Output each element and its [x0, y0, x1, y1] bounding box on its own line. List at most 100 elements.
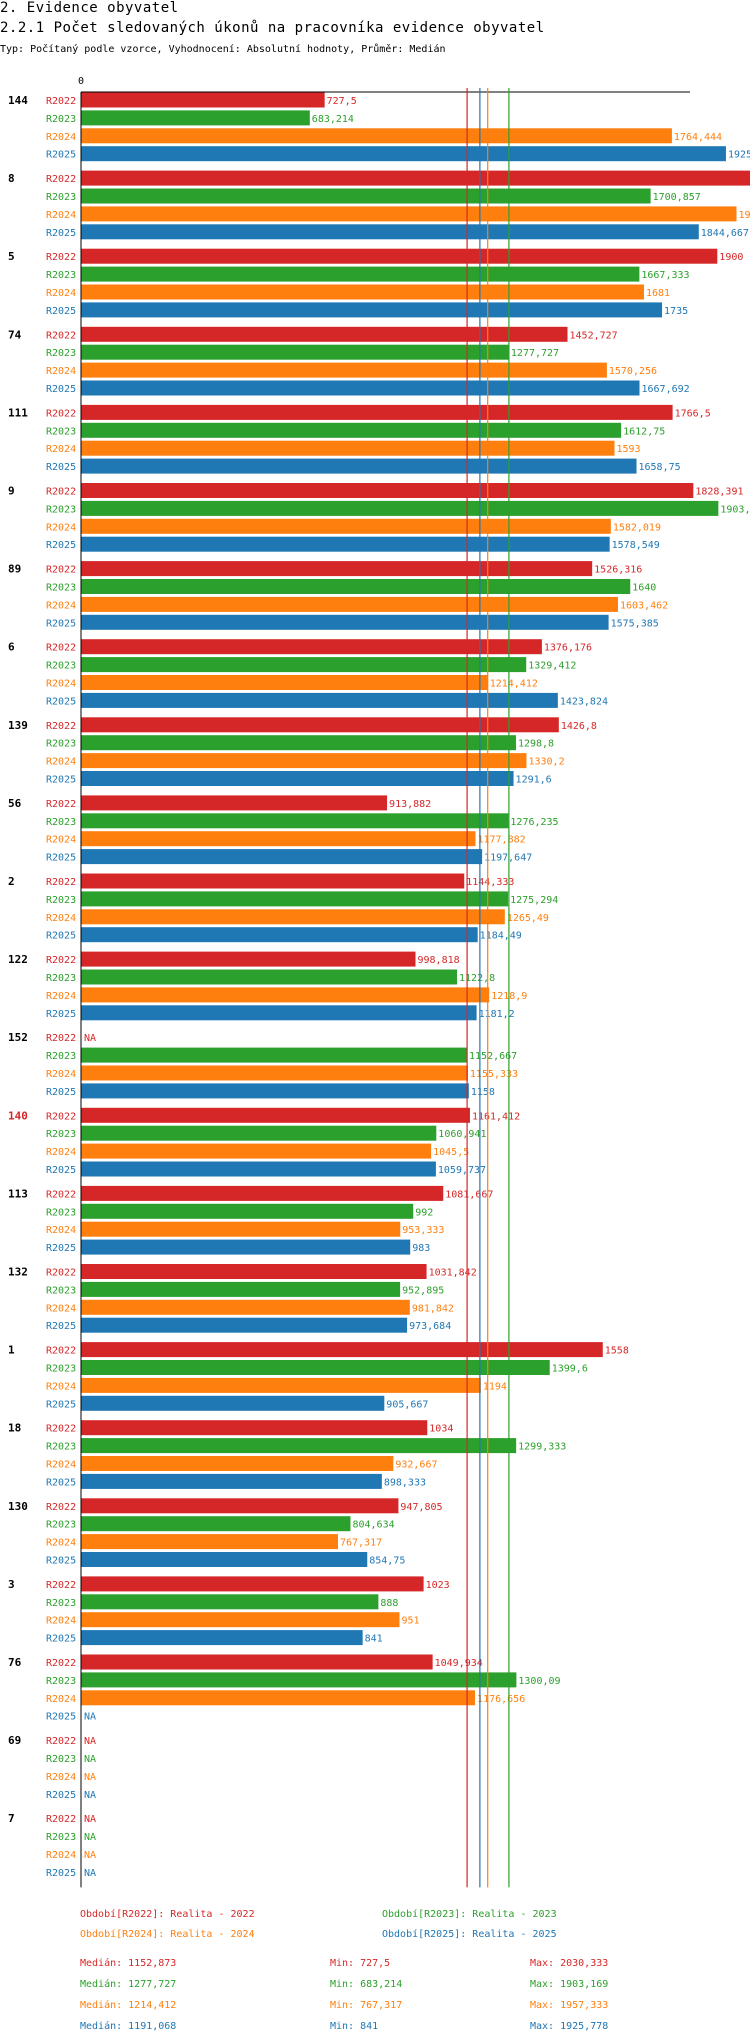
- value-label: 1764,444: [674, 132, 722, 143]
- series-label: R2022: [46, 799, 76, 810]
- bar: [81, 1516, 351, 1532]
- series-label: R2022: [46, 1580, 76, 1591]
- series-label: R2025: [46, 1087, 76, 1098]
- bar: [81, 206, 737, 222]
- bar: [81, 518, 611, 534]
- bar: [81, 1281, 401, 1297]
- series-label: R2023: [46, 1754, 76, 1765]
- series-label: R2025: [46, 306, 76, 317]
- value-label: 888: [380, 1598, 398, 1609]
- bar: [81, 927, 478, 943]
- series-label: R2023: [46, 1364, 76, 1375]
- group-label: 1: [8, 1344, 15, 1357]
- bar: [81, 440, 615, 456]
- series-label: R2025: [46, 384, 76, 395]
- bar: [81, 188, 651, 204]
- bar: [81, 831, 476, 847]
- bar: [81, 302, 663, 318]
- value-label: 1925,778: [728, 150, 750, 161]
- series-label: R2024: [46, 600, 76, 611]
- bar: [81, 110, 310, 126]
- value-label: 1558: [605, 1346, 629, 1357]
- value-label: 932,667: [395, 1460, 437, 1471]
- legend-entry: Období[R2024]: Realita - 2024: [80, 1928, 255, 1940]
- bar: [81, 536, 610, 552]
- series-label: R2023: [46, 1520, 76, 1531]
- series-label: R2022: [46, 1814, 76, 1825]
- value-label: 1299,333: [518, 1442, 566, 1453]
- series-label: R2024: [46, 288, 76, 299]
- group-label: 69: [8, 1734, 21, 1747]
- value-label: 1900: [719, 252, 743, 263]
- group-label: 56: [8, 797, 22, 810]
- value-label: 1700,857: [653, 192, 701, 203]
- bar: [81, 1612, 400, 1628]
- value-label: 1152,667: [469, 1051, 517, 1062]
- group-label: 76: [8, 1656, 22, 1669]
- bar: [81, 596, 618, 612]
- series-label: R2023: [46, 817, 76, 828]
- group-label: 144: [8, 94, 28, 107]
- value-label: 905,667: [386, 1399, 428, 1410]
- series-label: R2022: [46, 1502, 76, 1513]
- group-label: 113: [8, 1187, 28, 1200]
- bar: [81, 224, 699, 240]
- value-label: 1667,692: [642, 384, 690, 395]
- value-label: 952,895: [402, 1285, 444, 1296]
- series-label: R2023: [46, 1051, 76, 1062]
- value-label: 992: [415, 1207, 433, 1218]
- value-label: 1275,294: [510, 895, 558, 906]
- stat-max: Max: 1903,169: [530, 1979, 608, 1990]
- group-label: 8: [8, 172, 15, 185]
- bar: [81, 1576, 424, 1592]
- bar: [81, 404, 673, 420]
- value-label: 998,818: [418, 955, 460, 966]
- value-label: NA: [84, 1754, 96, 1765]
- series-label: R2022: [46, 1424, 76, 1435]
- series-label: R2024: [46, 522, 76, 533]
- value-label: 1603,462: [620, 600, 668, 611]
- bar: [81, 657, 527, 673]
- stat-min: Min: 841: [330, 2021, 378, 2032]
- group-label: 18: [8, 1422, 21, 1435]
- value-label: 1176,656: [477, 1694, 525, 1705]
- bar: [81, 692, 558, 708]
- value-label: 804,634: [352, 1520, 394, 1531]
- series-label: R2025: [46, 228, 76, 239]
- value-label: 1060,941: [438, 1129, 486, 1140]
- bar: [81, 951, 416, 967]
- bar: [81, 380, 640, 396]
- series-label: R2024: [46, 1772, 76, 1783]
- series-label: R2025: [46, 1165, 76, 1176]
- bar: [81, 771, 514, 786]
- value-label: 1291,6: [516, 775, 552, 786]
- series-label: R2025: [46, 540, 76, 551]
- value-label: 1194: [483, 1381, 507, 1392]
- series-label: R2023: [46, 426, 76, 437]
- series-label: R2025: [46, 1321, 76, 1332]
- bar: [81, 639, 542, 655]
- group-label: 152: [8, 1031, 28, 1044]
- axis-zero-label: 0: [78, 76, 84, 87]
- series-label: R2022: [46, 643, 76, 654]
- value-label: 1081,667: [445, 1189, 493, 1200]
- bar: [81, 614, 609, 630]
- bar: [81, 969, 458, 985]
- group-label: 139: [8, 719, 28, 732]
- series-label: R2024: [46, 1538, 76, 1549]
- series-label: R2023: [46, 1832, 76, 1843]
- group-label: 111: [8, 406, 28, 419]
- value-label: 1526,316: [594, 565, 642, 576]
- value-label: 1575,385: [611, 618, 659, 629]
- value-label: 1957,333: [739, 210, 750, 221]
- value-label: 1045,5: [433, 1147, 469, 1158]
- series-label: R2025: [46, 462, 76, 473]
- value-label: 1181,2: [479, 1009, 515, 1020]
- series-label: R2025: [46, 1634, 76, 1645]
- value-label: 1426,8: [561, 721, 597, 732]
- value-label: 953,333: [402, 1225, 444, 1236]
- series-label: R2022: [46, 1346, 76, 1357]
- series-label: R2022: [46, 877, 76, 888]
- bar: [81, 735, 516, 751]
